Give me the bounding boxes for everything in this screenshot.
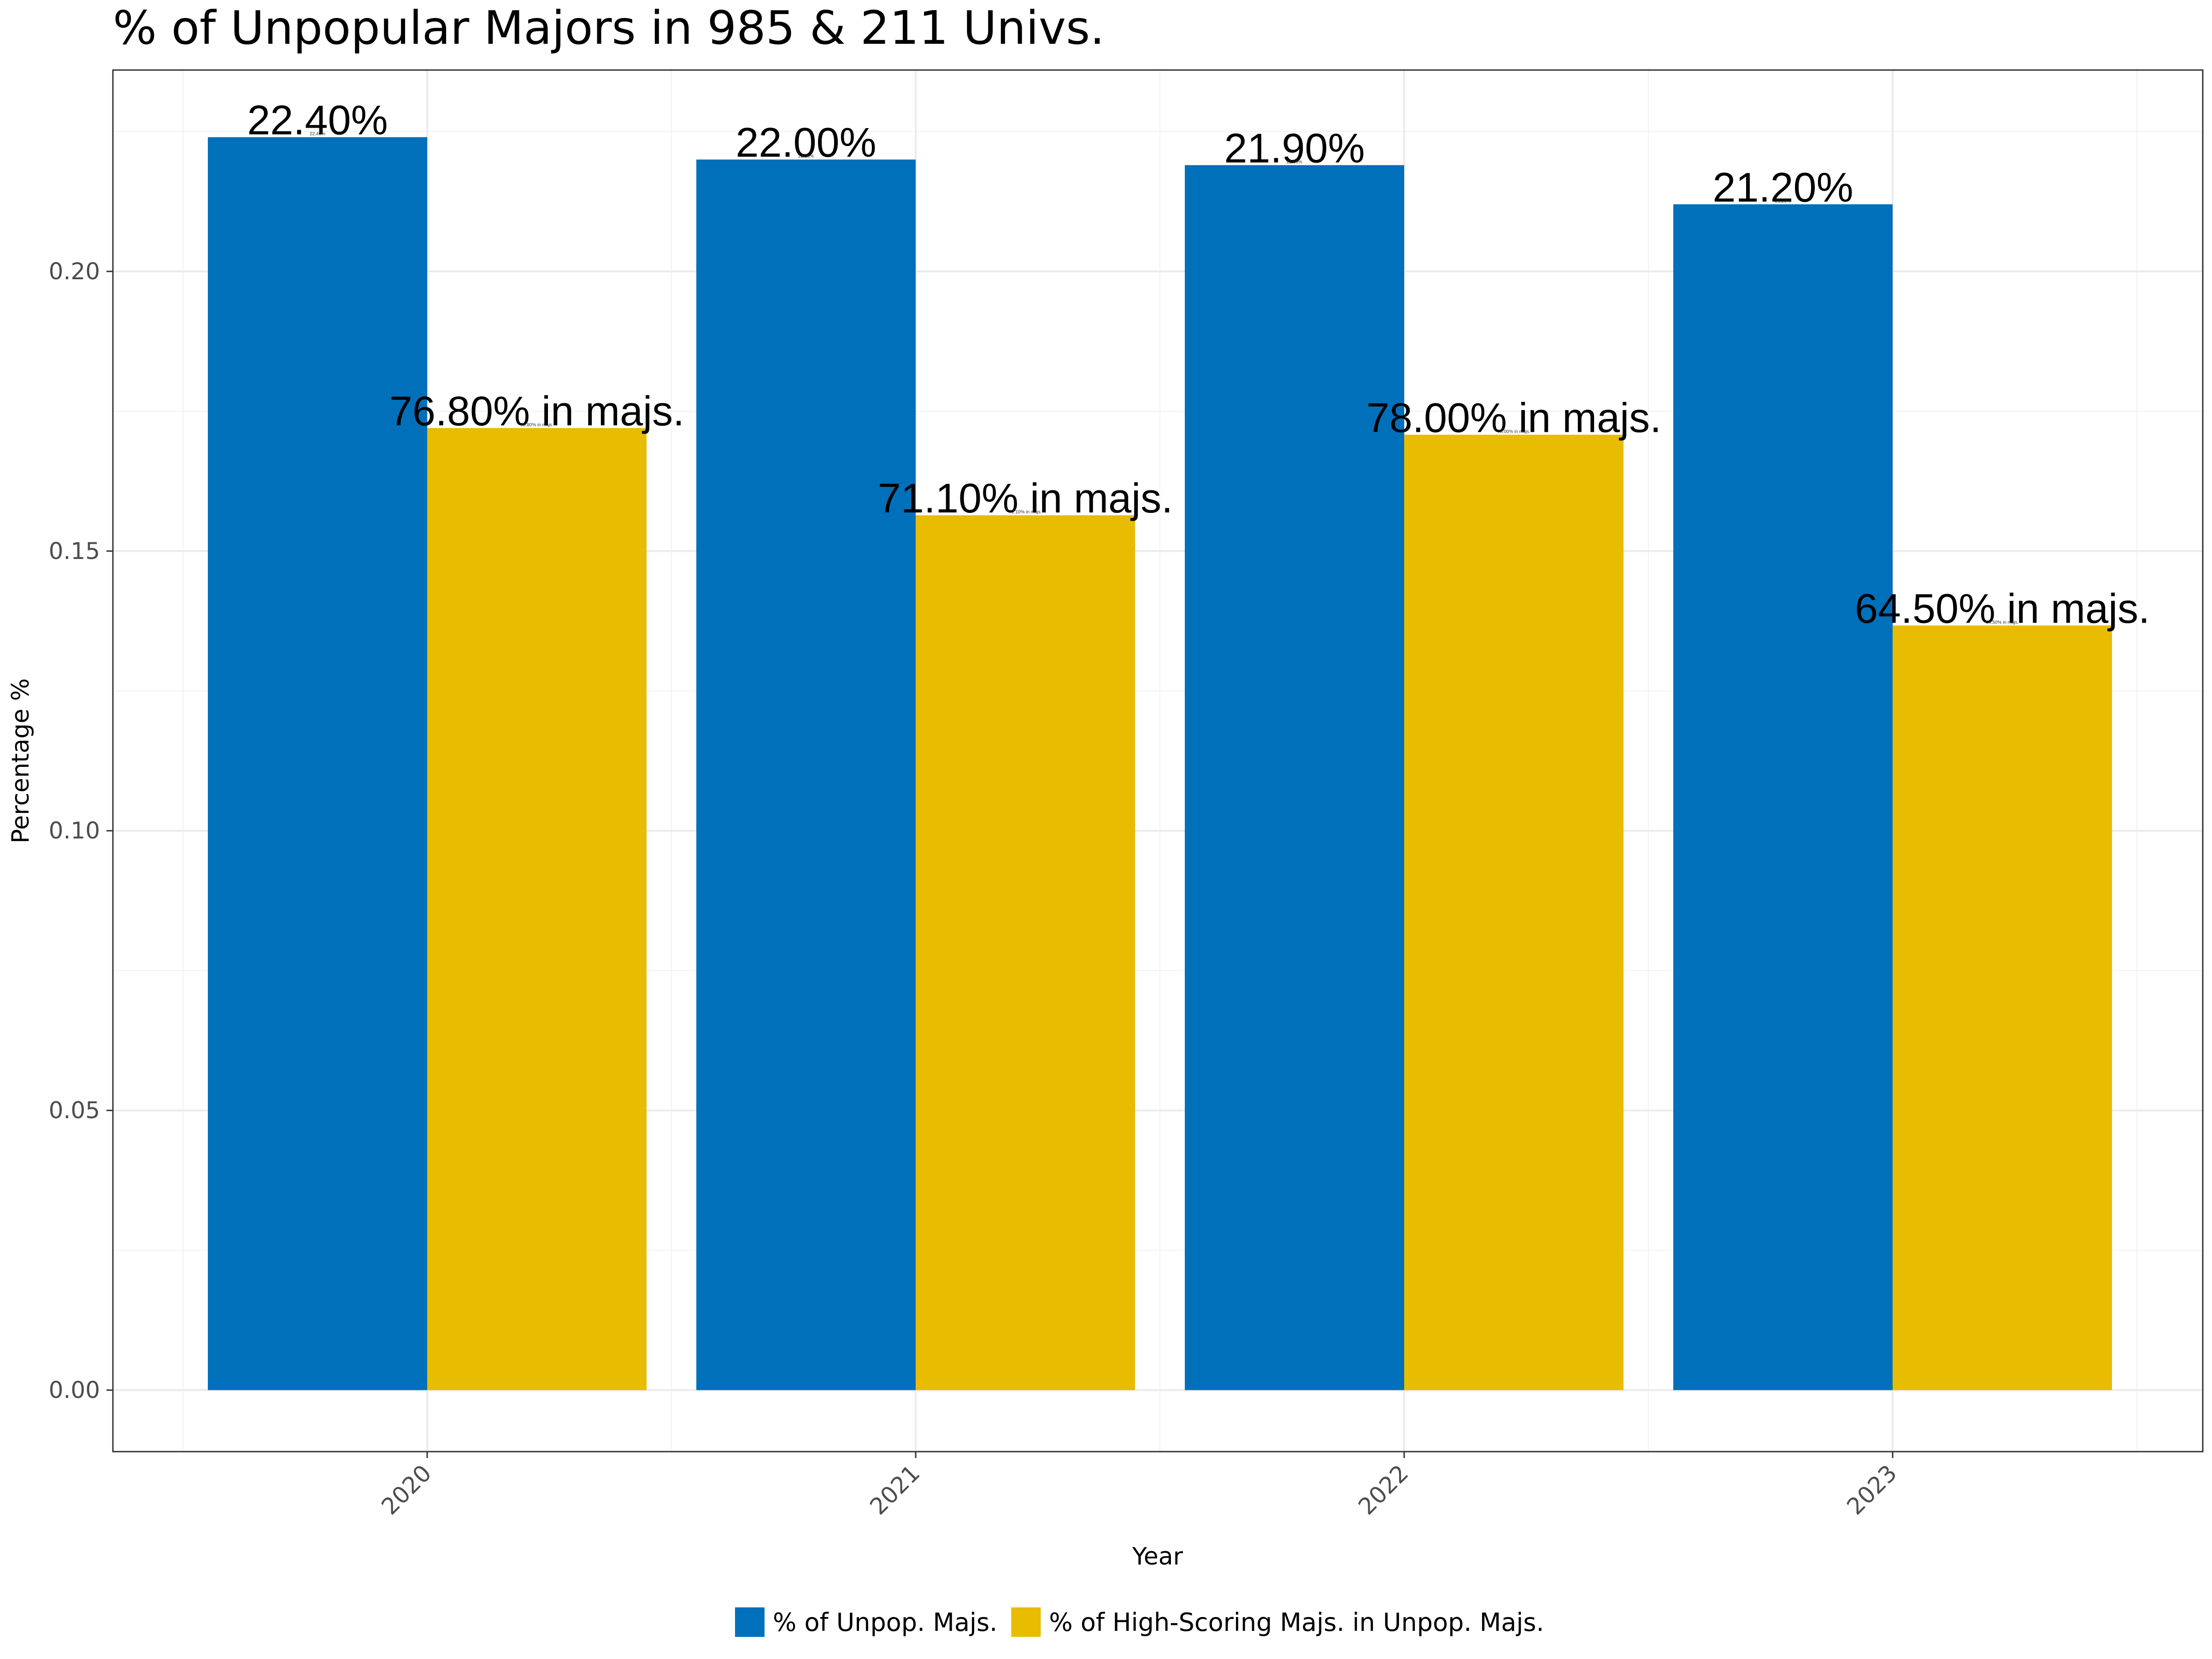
- legend-item-unpop: % of Unpop. Majs.: [735, 1607, 997, 1637]
- bar-high-scoring-2020: [427, 428, 647, 1390]
- bar-label-small-unpop-2022: 21.90%: [1287, 159, 1302, 165]
- bar-high-scoring-2021: [916, 515, 1135, 1390]
- legend-swatch: [1011, 1607, 1041, 1637]
- bar-label-unpop-2022: 21.90%: [1224, 125, 1365, 171]
- legend-label: % of Unpop. Majs.: [773, 1608, 997, 1637]
- bar-label-small-unpop-2020: 22.40%: [310, 132, 325, 137]
- y-tick-label: 0.20: [49, 258, 100, 285]
- bar-label-small-high-scoring-2020: 76.80% in majs.: [520, 423, 553, 428]
- bar-label-small-unpop-2023: 21.20%: [1775, 199, 1791, 204]
- bar-label-unpop-2023: 21.20%: [1712, 165, 1853, 211]
- x-axis-title: Year: [1132, 1543, 1183, 1571]
- legend: % of Unpop. Majs. % of High-Scoring Majs.…: [735, 1607, 1544, 1637]
- bar-label-small-unpop-2021: 22.00%: [798, 154, 814, 159]
- bar-unpop-2022: [1185, 165, 1404, 1390]
- bar-label-small-high-scoring-2023: 64.50% in majs.: [1986, 620, 2018, 625]
- y-tick-label: 0.10: [49, 818, 100, 844]
- bar-label-high-scoring-2023: 64.50% in majs.: [1855, 586, 2150, 632]
- plot-border: [112, 69, 2204, 1453]
- bar-unpop-2023: [1673, 204, 1893, 1390]
- bar-high-scoring-2022: [1404, 435, 1624, 1390]
- bars: [208, 137, 2112, 1390]
- y-axis: 0.00 0.05 0.10 0.15 0.20: [49, 258, 113, 1403]
- bar-label-unpop-2021: 22.00%: [735, 120, 876, 166]
- y-axis-title: Percentage %: [7, 678, 35, 843]
- bar-label-high-scoring-2022: 78.00% in majs.: [1366, 395, 1661, 441]
- legend-item-high-scoring: % of High-Scoring Majs. in Unpop. Majs.: [1011, 1607, 1544, 1637]
- bar-high-scoring-2023: [1893, 625, 2112, 1390]
- y-tick-label: 0.05: [49, 1097, 100, 1124]
- bar-label-unpop-2020: 22.40%: [247, 98, 388, 144]
- bar-label-high-scoring-2020: 76.80% in majs.: [389, 388, 684, 435]
- bar-label-small-high-scoring-2022: 78.00% in majs.: [1497, 429, 1530, 434]
- bar-labels: 22.40%22.40%76.80% in majs.76.80% in maj…: [247, 98, 2150, 632]
- bar-unpop-2021: [696, 159, 916, 1390]
- legend-swatch: [735, 1607, 765, 1637]
- x-tick-label: 2021: [865, 1459, 925, 1520]
- bar-label-high-scoring-2021: 71.10% in majs.: [878, 476, 1173, 522]
- x-tick-label: 2023: [1841, 1459, 1902, 1520]
- y-tick-label: 0.00: [49, 1377, 100, 1403]
- chart-title: % of Unpopular Majors in 985 & 211 Univs…: [113, 1, 1105, 55]
- bar-label-small-high-scoring-2021: 71.10% in majs.: [1009, 510, 1041, 515]
- y-tick-label: 0.15: [49, 538, 100, 565]
- legend-label: % of High-Scoring Majs. in Unpop. Majs.: [1049, 1608, 1544, 1637]
- x-tick-label: 2020: [376, 1459, 436, 1520]
- x-axis: 2020 2021 2022 2023: [376, 1452, 1902, 1520]
- x-tick-label: 2022: [1353, 1459, 1413, 1520]
- bar-unpop-2020: [208, 137, 427, 1390]
